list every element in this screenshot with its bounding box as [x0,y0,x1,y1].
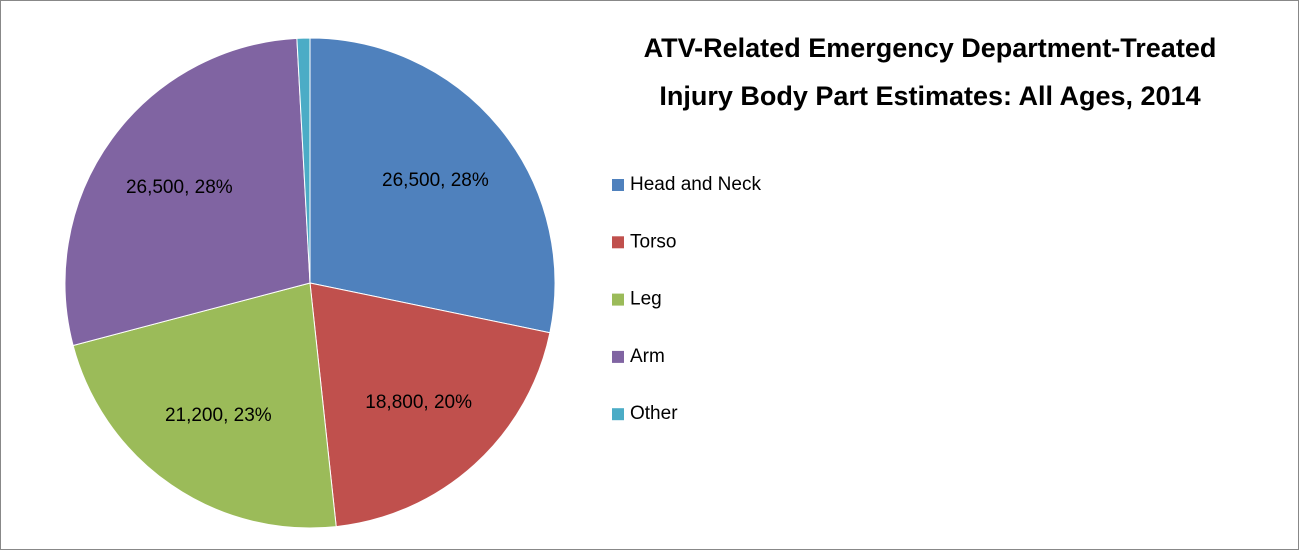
legend-swatch [612,350,624,363]
pie-slice [64,37,311,347]
data-label: 26,500, 28% [126,177,233,198]
pie-slice [309,37,556,334]
data-label: 21,200, 23% [165,405,272,426]
legend-swatch [612,179,624,191]
legend-label: Head and Neck [630,174,761,195]
legend-label: Torso [630,231,676,252]
legend-label: Other [630,403,678,424]
legend-swatch [612,408,624,421]
legend-label: Leg [630,289,662,310]
pie-slice [72,282,337,529]
legend-swatch [612,236,624,249]
legend-label: Arm [630,346,665,367]
legend-swatch [612,293,624,306]
chart-title: ATV-Related Emergency Department-Treated [644,33,1217,63]
data-label: 18,800, 20% [365,392,472,413]
pie-slice [296,37,311,284]
pie-slice [309,282,551,528]
chart-title: Injury Body Part Estimates: All Ages, 20… [659,81,1200,111]
data-label: 26,500, 28% [382,170,489,191]
